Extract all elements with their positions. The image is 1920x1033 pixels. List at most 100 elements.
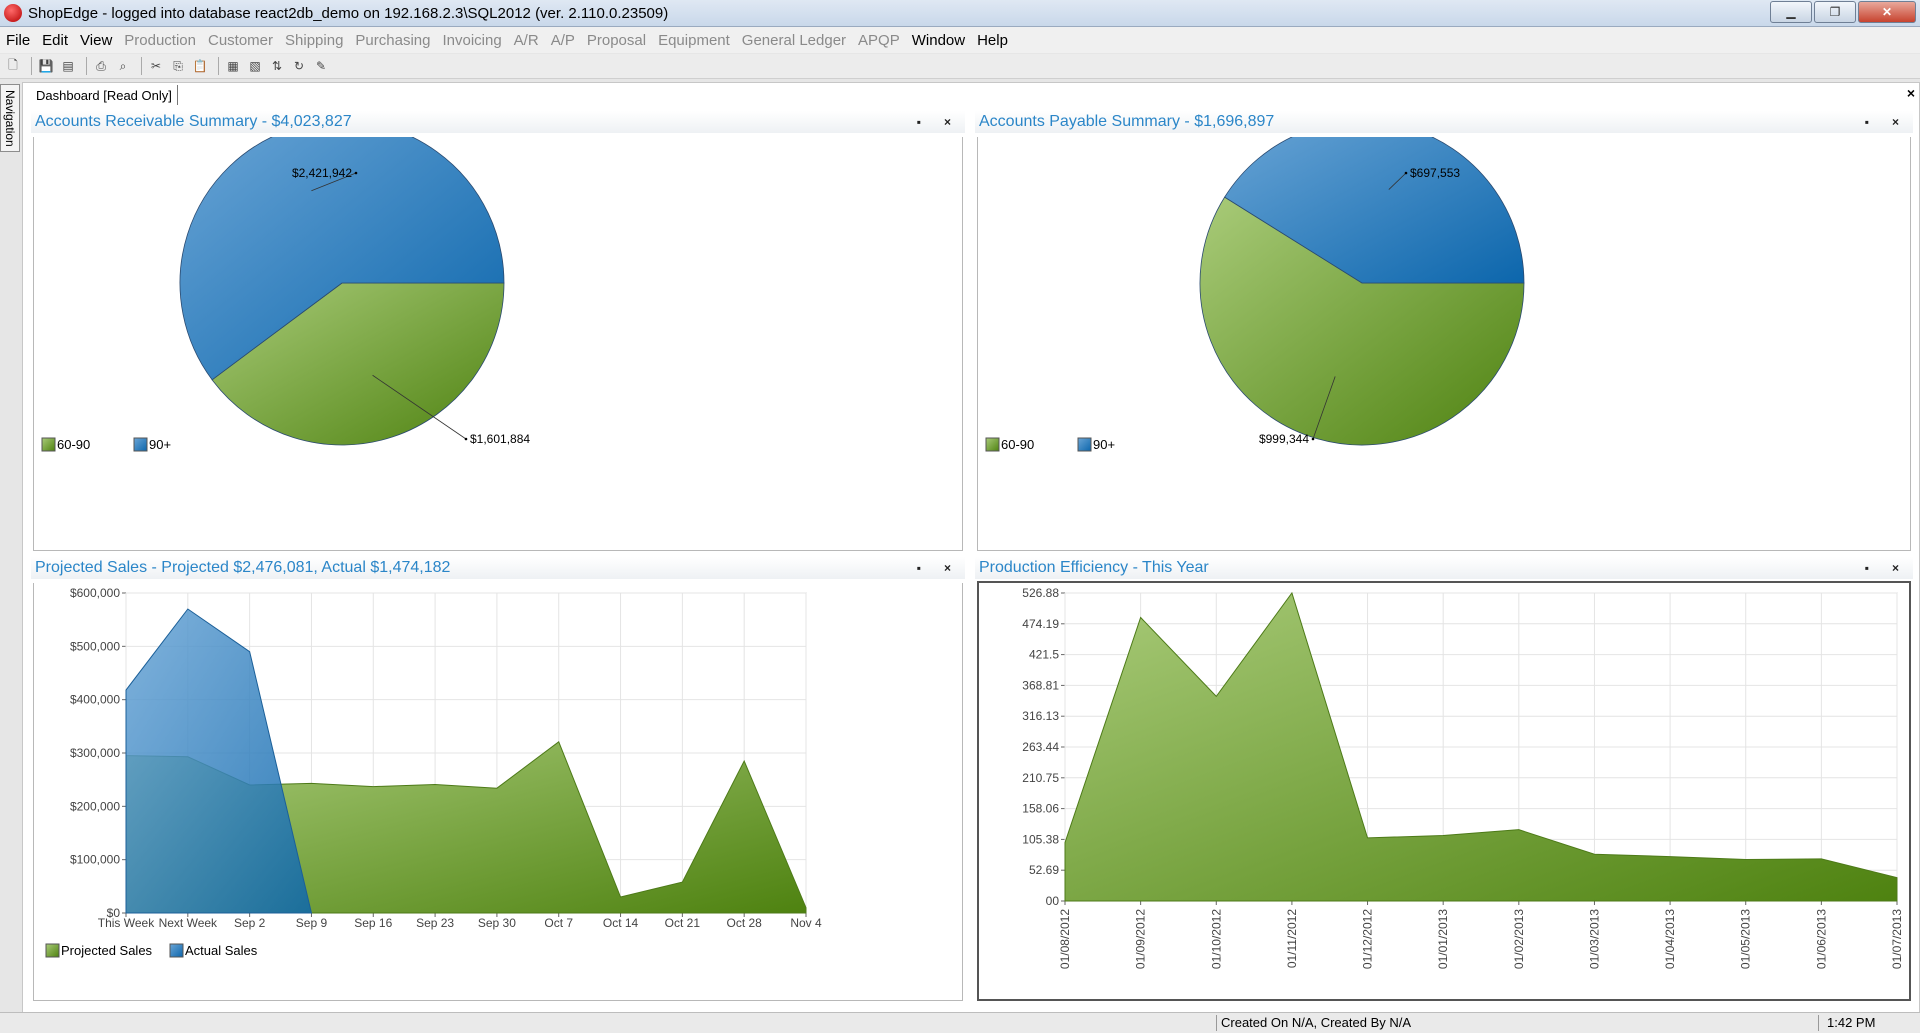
ap-panel-title: Accounts Payable Summary - $1,696,897 — [975, 113, 1274, 131]
menu-item-purchasing[interactable]: Purchasing — [349, 32, 436, 49]
x-tick-label: Oct 21 — [665, 916, 701, 930]
legend-label: 90+ — [149, 437, 171, 452]
x-tick-label: 01/03/2013 — [1587, 909, 1601, 969]
x-tick-label: Next Week — [159, 916, 218, 930]
print-icon[interactable]: ⎙ — [92, 57, 110, 75]
restore-button[interactable]: ❐ — [1814, 1, 1856, 23]
legend-swatch — [42, 438, 55, 451]
y-tick-label: $300,000 — [70, 746, 120, 760]
y-tick-label: 210.75 — [1022, 771, 1059, 785]
ar-panel-title: Accounts Receivable Summary - $4,023,827 — [31, 113, 352, 131]
save-icon[interactable]: 💾 — [37, 57, 55, 75]
ap-summary-panel: Accounts Payable Summary - $1,696,897 ▪ … — [975, 111, 1913, 551]
title-bar: ShopEdge - logged into database react2db… — [0, 0, 1920, 27]
y-tick-label: 368.81 — [1022, 678, 1059, 692]
close-document-icon[interactable]: × — [1907, 85, 1915, 101]
panel-close-icon[interactable]: × — [1892, 561, 1899, 575]
status-time: 1:42 PM — [1818, 1015, 1917, 1031]
pie-value-label: $697,553 — [1410, 166, 1460, 180]
y-tick-label: 526.88 — [1022, 586, 1059, 600]
x-tick-label: Sep 23 — [416, 916, 454, 930]
x-tick-label: 01/09/2012 — [1134, 909, 1148, 969]
x-tick-label: Oct 7 — [544, 916, 573, 930]
ar-summary-panel: Accounts Receivable Summary - $4,023,827… — [31, 111, 965, 551]
new-icon[interactable]: 🗋 — [4, 57, 22, 75]
menu-item-customer[interactable]: Customer — [202, 32, 279, 49]
save-all-icon[interactable]: ▤ — [59, 57, 77, 75]
menu-item-file[interactable]: File — [0, 32, 36, 49]
x-tick-label: 01/02/2013 — [1512, 909, 1526, 969]
y-tick-label: 263.44 — [1022, 740, 1059, 754]
leader-dot — [355, 172, 358, 175]
panel-close-icon[interactable]: × — [944, 561, 951, 575]
legend-swatch — [986, 438, 999, 451]
toolbar-separator — [141, 57, 142, 75]
menu-item-production[interactable]: Production — [118, 32, 202, 49]
menu-item-apqp[interactable]: APQP — [852, 32, 906, 49]
x-tick-label: 01/10/2012 — [1209, 909, 1223, 969]
cut-icon[interactable]: ✂ — [147, 57, 165, 75]
panel-minimize-icon[interactable]: ▪ — [917, 561, 921, 575]
refresh-icon[interactable]: ↻ — [290, 57, 308, 75]
menu-item-a-p[interactable]: A/P — [545, 32, 581, 49]
menu-item-view[interactable]: View — [74, 32, 118, 49]
menu-item-equipment[interactable]: Equipment — [652, 32, 736, 49]
projected-sales-panel: Projected Sales - Projected $2,476,081, … — [31, 557, 965, 1001]
tab-dashboard[interactable]: Dashboard [Read Only] — [31, 85, 178, 105]
menu-item-shipping[interactable]: Shipping — [279, 32, 349, 49]
legend-label: 60-90 — [1001, 437, 1034, 452]
x-tick-label: Sep 9 — [296, 916, 328, 930]
find-icon[interactable]: ▦ — [224, 57, 242, 75]
legend-swatch — [170, 944, 183, 957]
legend-swatch — [134, 438, 147, 451]
y-tick-label: $500,000 — [70, 639, 120, 653]
shopedge-logo-icon — [4, 4, 22, 22]
y-tick-label: 52.69 — [1029, 863, 1059, 877]
print-preview-icon[interactable]: ⌕ — [114, 57, 132, 75]
x-tick-label: 01/06/2013 — [1814, 909, 1828, 969]
copy-icon[interactable]: ⎘ — [169, 57, 187, 75]
minimize-button[interactable]: ▁ — [1770, 1, 1812, 23]
x-tick-label: Sep 2 — [234, 916, 266, 930]
legend-label: Actual Sales — [185, 943, 258, 958]
panel-close-icon[interactable]: × — [944, 115, 951, 129]
panel-minimize-icon[interactable]: ▪ — [1865, 561, 1869, 575]
x-tick-label: 01/11/2012 — [1285, 909, 1299, 968]
efficiency-panel-title: Production Efficiency - This Year — [975, 559, 1209, 577]
x-tick-label: Sep 16 — [354, 916, 392, 930]
menu-item-general-ledger[interactable]: General Ledger — [736, 32, 852, 49]
menu-item-edit[interactable]: Edit — [36, 32, 74, 49]
menu-item-proposal[interactable]: Proposal — [581, 32, 652, 49]
edit-icon[interactable]: ✎ — [312, 57, 330, 75]
panel-minimize-icon[interactable]: ▪ — [917, 115, 921, 129]
leader-dot — [1405, 172, 1408, 175]
panel-header: Accounts Receivable Summary - $4,023,827… — [31, 111, 965, 133]
paste-icon[interactable]: 📋 — [191, 57, 209, 75]
y-tick-label: 316.13 — [1022, 709, 1059, 723]
x-tick-label: 01/01/2013 — [1436, 909, 1450, 969]
filter-icon[interactable]: ▧ — [246, 57, 264, 75]
pie-value-label: $999,344 — [1259, 432, 1309, 446]
menu-item-help[interactable]: Help — [971, 32, 1014, 49]
x-tick-label: 01/12/2012 — [1361, 909, 1375, 969]
panel-header: Production Efficiency - This Year ▪ × — [975, 557, 1913, 579]
y-tick-label: $600,000 — [70, 586, 120, 600]
menu-item-invoicing[interactable]: Invoicing — [436, 32, 507, 49]
panel-minimize-icon[interactable]: ▪ — [1865, 115, 1869, 129]
legend-label: Projected Sales — [61, 943, 153, 958]
navigation-tab[interactable]: Navigation — [0, 84, 20, 152]
pie-value-label: $1,601,884 — [470, 432, 530, 446]
toolbar: 🗋 💾▤ ⎙⌕ ✂⎘📋 ▦▧⇅↻✎ — [0, 54, 1920, 79]
menu-item-window[interactable]: Window — [906, 32, 971, 49]
menu-item-a-r[interactable]: A/R — [508, 32, 545, 49]
toolbar-separator — [31, 57, 32, 75]
x-tick-label: 01/04/2013 — [1663, 909, 1677, 969]
sort-icon[interactable]: ⇅ — [268, 57, 286, 75]
y-tick-label: $400,000 — [70, 693, 120, 707]
x-tick-label: Sep 30 — [478, 916, 516, 930]
x-tick-label: Oct 28 — [727, 916, 763, 930]
panel-close-icon[interactable]: × — [1892, 115, 1899, 129]
close-window-button[interactable]: ✕ — [1858, 1, 1916, 23]
